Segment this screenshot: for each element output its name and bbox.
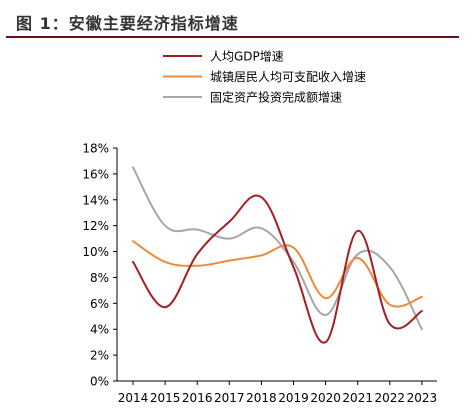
- y-tick-label: 4%: [90, 323, 109, 337]
- y-tick-label: 0%: [90, 375, 109, 389]
- legend-label-1: 人均GDP增速: [210, 50, 284, 64]
- x-tick-label: 2021: [342, 391, 373, 405]
- y-tick-label: 10%: [82, 245, 109, 259]
- x-tick-label: 2019: [278, 391, 309, 405]
- axes-layer: 0%2%4%6%8%10%12%14%16%18%2014 2015 2016 201…: [82, 142, 437, 406]
- y-tick-label: 8%: [90, 271, 109, 285]
- series-line-1: [132, 194, 423, 344]
- y-tick-label: 6%: [90, 297, 109, 311]
- series-layer: [132, 166, 423, 344]
- series-line-2: [132, 240, 423, 308]
- figure-title: 图 1：安徽主要经济指标增速: [16, 14, 239, 33]
- legend-label-3: 固定资产投资完成额增速: [210, 90, 342, 105]
- x-tick-label: 2016: [182, 391, 213, 405]
- x-tick-label: 2014: [118, 391, 149, 405]
- y-tick-label: 18%: [82, 142, 109, 156]
- x-tick-label: 2017: [214, 391, 245, 405]
- y-tick-label: 2%: [90, 349, 109, 363]
- y-tick-label: 14%: [82, 193, 109, 207]
- x-tick-label: 2018: [246, 391, 277, 405]
- x-tick-label: 2023: [407, 391, 438, 405]
- figure-header: 图 1：安徽主要经济指标增速: [6, 2, 459, 38]
- y-tick-label: 12%: [82, 219, 109, 233]
- y-tick-label: 16%: [82, 167, 109, 181]
- x-tick-label: 2022: [375, 391, 406, 405]
- x-tick-label: 2015: [150, 391, 181, 405]
- x-tick-label: 2020: [310, 391, 341, 405]
- legend-label-2: 城镇居民人均可支配收入增速: [210, 70, 366, 84]
